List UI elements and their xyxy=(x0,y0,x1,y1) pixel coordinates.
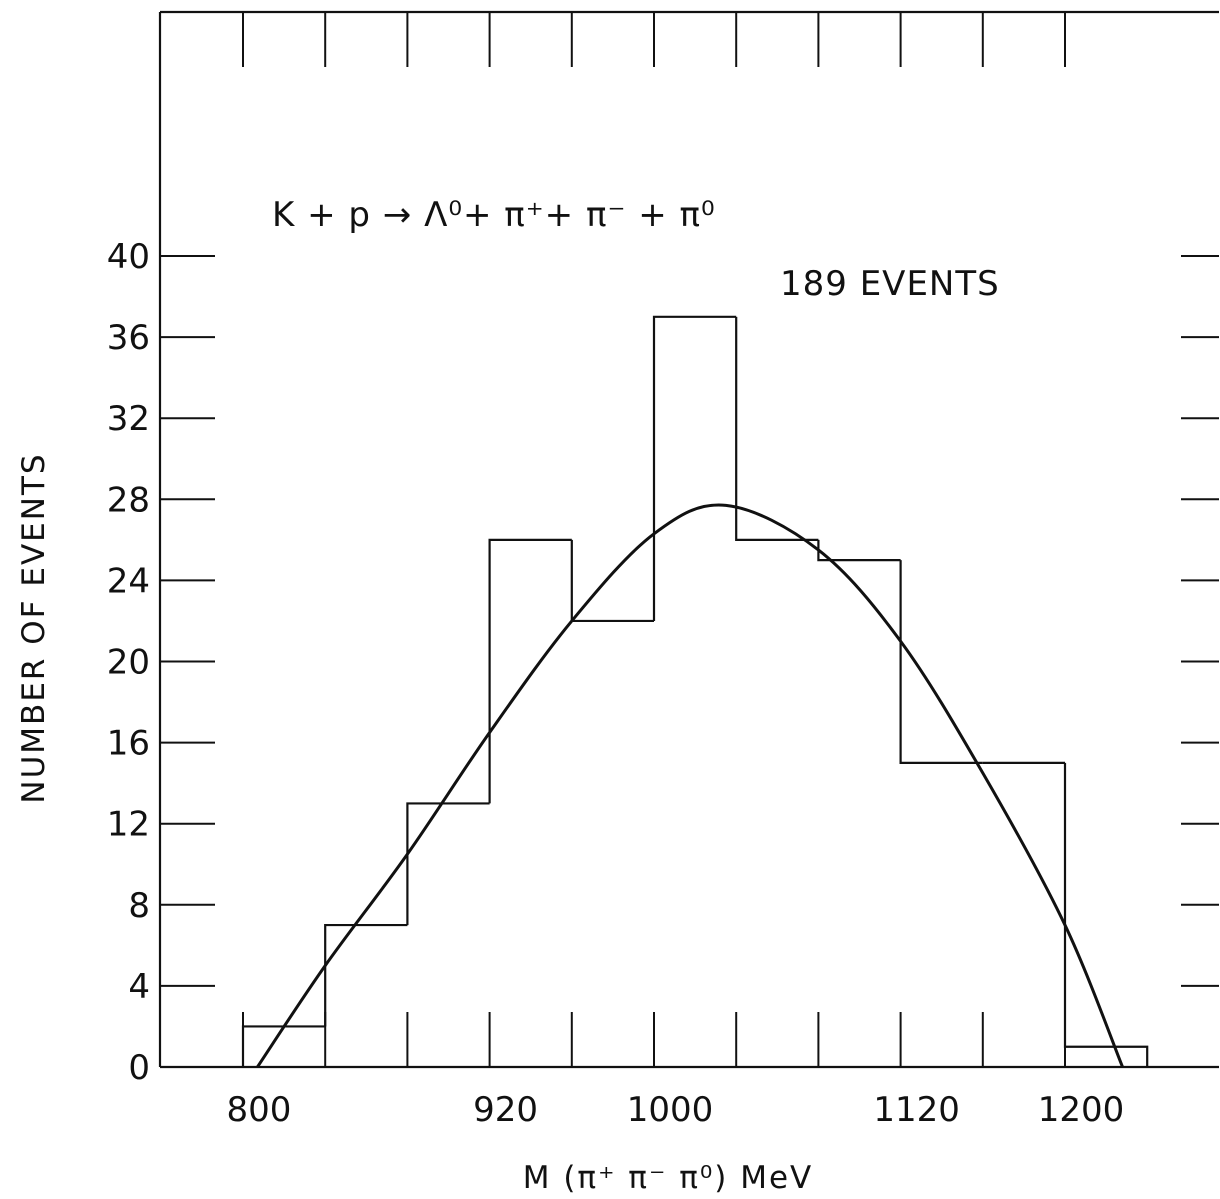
histogram-bin xyxy=(406,802,490,926)
histogram-bars xyxy=(241,315,1149,1067)
histogram-bin xyxy=(1063,762,1149,1067)
x-tick-label: 800 xyxy=(227,1090,292,1130)
y-tick-label: 28 xyxy=(107,480,150,520)
y-axis-title: NUMBER OF EVENTS xyxy=(16,452,52,803)
histogram-bin xyxy=(241,1025,326,1067)
x-tick-labels: 800 920 1000 1120 1200 xyxy=(227,1090,1125,1130)
histogram-bin xyxy=(488,538,572,804)
y-tick-label: 16 xyxy=(107,724,150,764)
y-tick-label: 0 xyxy=(128,1048,150,1088)
x-tick-label: 1000 xyxy=(627,1090,714,1130)
reaction-annotation: K + p → Λ⁰+ π⁺+ π⁻ + π⁰ xyxy=(272,195,716,235)
x-axis-title: M (π⁺ π⁻ π⁰) MeV xyxy=(523,1160,814,1196)
x-tick-label: 1200 xyxy=(1038,1090,1125,1130)
y-tick-label: 24 xyxy=(107,561,150,601)
fit-curve-layer xyxy=(256,503,1124,1068)
plot-frame xyxy=(158,10,1219,1069)
histogram-bin xyxy=(570,539,654,623)
y-tick-label: 32 xyxy=(107,399,150,439)
y-tick-label: 4 xyxy=(128,967,150,1007)
events-annotation: 189 EVENTS xyxy=(780,264,1000,304)
y-tick-label: 12 xyxy=(107,805,150,845)
y-tick-label: 8 xyxy=(128,886,150,926)
y-tick-labels: 0 4 8 12 16 20 24 28 32 36 40 xyxy=(107,237,150,1088)
histogram-bin xyxy=(652,315,737,621)
y-tick-label: 20 xyxy=(107,643,150,683)
x-tick-label: 920 xyxy=(473,1090,538,1130)
histogram-bin xyxy=(735,316,819,541)
histogram-bin xyxy=(899,560,983,764)
x-tick-label: 1120 xyxy=(873,1090,960,1130)
axis-ticks xyxy=(160,12,1219,1068)
y-tick-label: 36 xyxy=(107,318,150,358)
fit-curve xyxy=(256,503,1124,1068)
y-tick-label: 40 xyxy=(107,237,150,277)
histogram-bin xyxy=(817,539,901,562)
histogram-bin xyxy=(324,923,408,1027)
